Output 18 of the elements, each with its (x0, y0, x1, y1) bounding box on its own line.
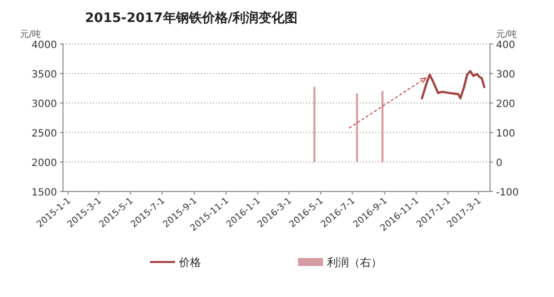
y-tick-label: 2500 (32, 128, 57, 140)
chart-title: 2015-2017年钢铁价格/利润变化图 (85, 10, 298, 26)
y-tick-label: 2000 (32, 158, 57, 169)
y2-tick-label: 300 (496, 70, 516, 80)
y2-tick-label: 100 (496, 128, 516, 140)
y-tick-label: 4000 (32, 40, 57, 51)
y-tick-label: 3000 (32, 99, 57, 110)
y2-tick-label: 400 (496, 40, 516, 51)
legend-label: 利润（右） (327, 256, 382, 269)
y-tick-label: 1500 (32, 188, 57, 198)
y-axis-title: 元/吨 (20, 29, 42, 40)
y2-tick-label: -100 (496, 188, 519, 198)
y-tick-label: 3500 (32, 70, 57, 80)
line-series (420, 70, 486, 100)
y2-tick-label: 0 (496, 158, 502, 169)
y2-tick-label: 200 (496, 99, 516, 110)
y2-axis-title: 元/吨 (496, 29, 518, 40)
legend-label: 价格 (178, 256, 201, 269)
